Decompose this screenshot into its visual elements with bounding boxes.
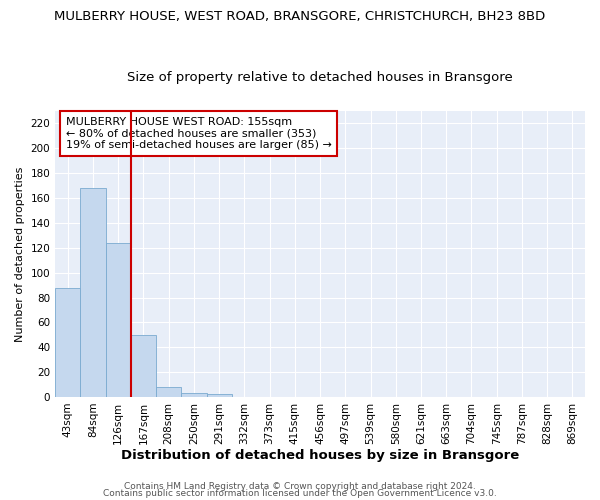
Bar xyxy=(206,394,232,397)
Bar xyxy=(106,243,131,397)
Bar xyxy=(80,188,106,397)
Bar xyxy=(55,288,80,397)
Bar xyxy=(131,335,156,397)
X-axis label: Distribution of detached houses by size in Bransgore: Distribution of detached houses by size … xyxy=(121,450,519,462)
Title: Size of property relative to detached houses in Bransgore: Size of property relative to detached ho… xyxy=(127,70,513,84)
Bar xyxy=(156,387,181,397)
Bar xyxy=(181,393,206,397)
Text: Contains HM Land Registry data © Crown copyright and database right 2024.: Contains HM Land Registry data © Crown c… xyxy=(124,482,476,491)
Text: MULBERRY HOUSE WEST ROAD: 155sqm
← 80% of detached houses are smaller (353)
19% : MULBERRY HOUSE WEST ROAD: 155sqm ← 80% o… xyxy=(66,117,332,150)
Text: Contains public sector information licensed under the Open Government Licence v3: Contains public sector information licen… xyxy=(103,489,497,498)
Y-axis label: Number of detached properties: Number of detached properties xyxy=(15,166,25,342)
Text: MULBERRY HOUSE, WEST ROAD, BRANSGORE, CHRISTCHURCH, BH23 8BD: MULBERRY HOUSE, WEST ROAD, BRANSGORE, CH… xyxy=(55,10,545,23)
